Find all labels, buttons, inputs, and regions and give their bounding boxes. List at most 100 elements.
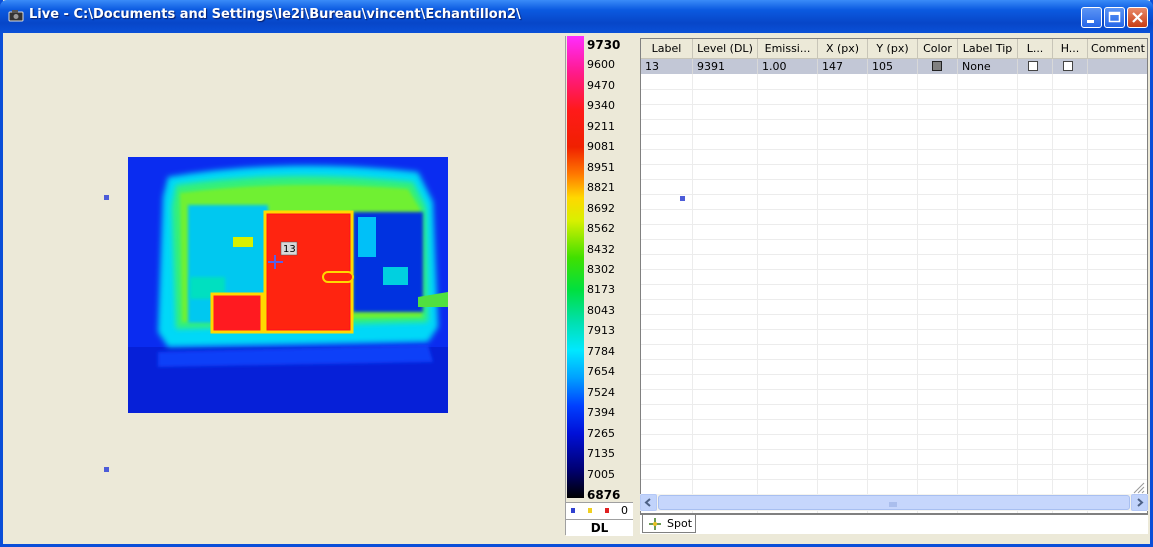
- thermal-image[interactable]: 13: [128, 157, 448, 413]
- scale-tick: 7524: [587, 385, 615, 399]
- column-header-emissivity[interactable]: Emissi...: [758, 39, 818, 59]
- grid-line: [641, 224, 1147, 225]
- chevron-left-icon: [644, 498, 651, 507]
- cell-l[interactable]: [1018, 59, 1053, 74]
- column-header-y[interactable]: Y (px): [868, 39, 918, 59]
- cell-y[interactable]: 105: [868, 59, 918, 74]
- column-header-h[interactable]: H...: [1053, 39, 1088, 59]
- scale-tick: 7265: [587, 426, 615, 440]
- scale-tick: 8302: [587, 263, 615, 276]
- h-checkbox[interactable]: [1063, 61, 1073, 71]
- scale-tick: 9730: [587, 38, 621, 52]
- scale-tick: 9081: [587, 140, 615, 154]
- horizontal-scrollbar[interactable]: [640, 494, 1148, 511]
- color-scale: 9730 9600 9470 9340 9211 9081 8951 8821 8692 8562…: [565, 36, 634, 536]
- tab-spot-label: Spot: [667, 517, 693, 530]
- close-icon: [1132, 12, 1143, 23]
- grid-line: [641, 209, 1147, 210]
- scale-tick: 8951: [587, 160, 615, 174]
- scale-tick: 8432: [587, 242, 615, 256]
- column-header-x[interactable]: X (px): [818, 39, 868, 59]
- chevron-right-icon: [1137, 498, 1144, 507]
- scale-tick: 8043: [587, 303, 615, 317]
- grid-line: [641, 314, 1147, 315]
- scale-tick: 7654: [587, 365, 615, 379]
- grid-line: [641, 179, 1147, 180]
- column-header-label-tip[interactable]: Label Tip: [958, 39, 1018, 59]
- maximize-icon: [1108, 11, 1121, 23]
- cell-label-tip[interactable]: None: [958, 59, 1018, 74]
- grid-line: [641, 404, 1147, 405]
- column-header-color[interactable]: Color: [918, 39, 958, 59]
- camera-icon: [8, 10, 24, 22]
- grid-line: [641, 104, 1147, 105]
- grid-line: [641, 239, 1147, 240]
- isotherm-legend: 0: [566, 502, 633, 519]
- table-row[interactable]: [641, 59, 1147, 74]
- crosshair-icon: [649, 518, 661, 530]
- grid-line: [641, 284, 1147, 285]
- scale-tick: 7784: [587, 344, 615, 358]
- grid-line: [641, 269, 1147, 270]
- cell-label[interactable]: 13: [641, 59, 693, 74]
- color-swatch[interactable]: [932, 61, 942, 71]
- cell-comment[interactable]: [1088, 59, 1147, 74]
- cell-color[interactable]: [918, 59, 958, 74]
- spot-label: 13: [283, 244, 296, 255]
- l-checkbox[interactable]: [1028, 61, 1038, 71]
- scale-tick: 7913: [587, 324, 615, 338]
- grid-line: [641, 329, 1147, 330]
- column-header-comment[interactable]: Comment: [1088, 39, 1147, 59]
- grid-line: [641, 344, 1147, 345]
- grid-line: [641, 134, 1147, 135]
- grid-line: [641, 119, 1147, 120]
- grid-line: [641, 359, 1147, 360]
- scale-tick: 9211: [587, 119, 615, 133]
- unit-label: DL: [566, 519, 633, 536]
- grid-line: [641, 194, 1147, 195]
- grid-line: [641, 299, 1147, 300]
- grid-line: [641, 479, 1147, 480]
- selection-handle[interactable]: [104, 467, 109, 472]
- scale-tick: 8821: [587, 181, 615, 195]
- column-header-level[interactable]: Level (DL): [693, 39, 758, 59]
- tab-strip: Spot: [640, 514, 1148, 534]
- scroll-right-button[interactable]: [1131, 494, 1148, 511]
- resize-grip-icon[interactable]: [1131, 480, 1145, 494]
- cell-emissivity[interactable]: 1.00: [758, 59, 818, 74]
- scroll-thumb[interactable]: [658, 495, 1130, 510]
- scale-tick: 7005: [587, 467, 615, 481]
- blue-marker-icon: [571, 508, 575, 513]
- scale-tick: 8562: [587, 222, 615, 236]
- title-bar[interactable]: Live - C:\Documents and Settings\le2i\Bu…: [0, 0, 1153, 33]
- yellow-marker-icon: [588, 508, 592, 513]
- column-header-label[interactable]: Label: [641, 39, 693, 59]
- minimize-icon: [1087, 20, 1094, 23]
- maximize-button[interactable]: [1104, 7, 1125, 28]
- grid-line: [641, 149, 1147, 150]
- selection-handle[interactable]: [680, 196, 685, 201]
- measurements-table[interactable]: Label Level (DL) Emissi... X (px) Y (px)…: [640, 38, 1148, 514]
- close-button[interactable]: [1127, 7, 1148, 28]
- cell-h[interactable]: [1053, 59, 1088, 74]
- tab-spot[interactable]: Spot: [642, 515, 696, 533]
- count-value: 0: [621, 504, 628, 517]
- grip-lines-icon: [889, 502, 897, 507]
- measurements-pane: Label Level (DL) Emissi... X (px) Y (px)…: [637, 36, 1150, 535]
- grid-line: [641, 434, 1147, 435]
- minimize-button[interactable]: [1081, 7, 1102, 28]
- red-marker-icon: [605, 508, 609, 513]
- cell-level[interactable]: 9391: [693, 59, 758, 74]
- scale-tick: 7135: [587, 447, 615, 461]
- cell-x[interactable]: 147: [818, 59, 868, 74]
- scale-tick: 8692: [587, 201, 615, 215]
- column-header-l[interactable]: L...: [1018, 39, 1053, 59]
- scale-tick: 9600: [587, 58, 615, 72]
- grid-line: [641, 449, 1147, 450]
- scroll-left-button[interactable]: [640, 494, 657, 511]
- grid-line: [641, 419, 1147, 420]
- selection-handle[interactable]: [104, 195, 109, 200]
- color-scale-bar: [567, 36, 584, 498]
- grid-line: [641, 89, 1147, 90]
